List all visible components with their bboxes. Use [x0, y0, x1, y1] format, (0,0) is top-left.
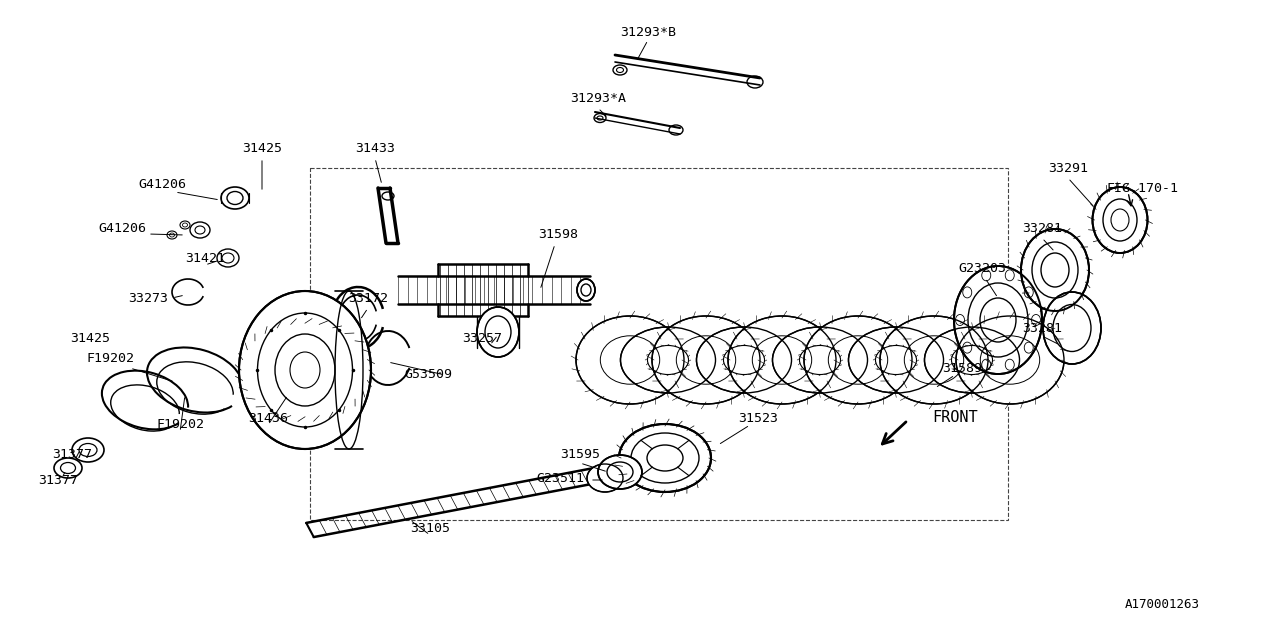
Text: 31377: 31377: [52, 449, 92, 461]
Text: 33105: 33105: [410, 522, 451, 534]
Text: 31523: 31523: [739, 412, 778, 424]
Text: 33281: 33281: [1021, 321, 1062, 335]
Text: G23511: G23511: [536, 472, 584, 484]
Ellipse shape: [1021, 229, 1089, 311]
Text: 33281: 33281: [1021, 221, 1062, 234]
Text: 31377: 31377: [38, 474, 78, 486]
Text: 33257: 33257: [462, 332, 502, 344]
Ellipse shape: [1043, 292, 1101, 364]
Ellipse shape: [956, 316, 1064, 404]
Text: A170001263: A170001263: [1125, 598, 1201, 611]
Text: 31293*A: 31293*A: [570, 92, 626, 104]
Text: G53509: G53509: [404, 369, 452, 381]
Ellipse shape: [477, 307, 518, 357]
Text: G41206: G41206: [99, 221, 146, 234]
Text: 31425: 31425: [242, 141, 282, 154]
Ellipse shape: [621, 327, 716, 393]
Ellipse shape: [1093, 187, 1147, 253]
Text: 33172: 33172: [348, 291, 388, 305]
Ellipse shape: [588, 464, 623, 492]
Ellipse shape: [598, 455, 643, 489]
Text: 31421: 31421: [186, 252, 225, 264]
Text: 31436: 31436: [248, 412, 288, 424]
Text: FIG.170-1: FIG.170-1: [1106, 182, 1178, 195]
Ellipse shape: [577, 279, 595, 301]
Ellipse shape: [728, 316, 836, 404]
Text: F19202: F19202: [156, 419, 204, 431]
Ellipse shape: [849, 327, 943, 393]
Ellipse shape: [652, 316, 760, 404]
Text: 31293*B: 31293*B: [620, 26, 676, 38]
Ellipse shape: [924, 327, 1019, 393]
Ellipse shape: [239, 291, 371, 449]
Text: 31433: 31433: [355, 141, 396, 154]
Text: F19202: F19202: [86, 351, 134, 365]
Text: 31589: 31589: [942, 362, 982, 374]
Ellipse shape: [576, 316, 684, 404]
Text: 33273: 33273: [128, 291, 168, 305]
Text: 31425: 31425: [70, 332, 110, 344]
Ellipse shape: [804, 316, 911, 404]
Text: 31598: 31598: [538, 228, 579, 241]
Ellipse shape: [773, 327, 868, 393]
Ellipse shape: [881, 316, 988, 404]
Ellipse shape: [620, 424, 710, 492]
Text: G41206: G41206: [138, 179, 186, 191]
Text: G23203: G23203: [957, 262, 1006, 275]
Text: FRONT: FRONT: [932, 410, 978, 426]
Ellipse shape: [954, 266, 1042, 374]
Text: 31595: 31595: [561, 449, 600, 461]
Ellipse shape: [696, 327, 791, 393]
Text: 33291: 33291: [1048, 161, 1088, 175]
